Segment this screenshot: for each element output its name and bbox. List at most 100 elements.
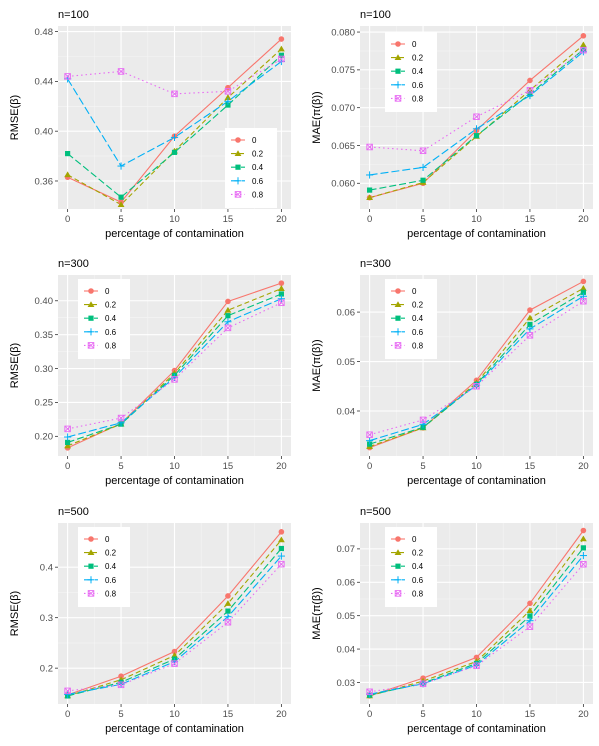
series-line-0.8: [67, 58, 282, 95]
y-tick-label: 0.48: [35, 27, 54, 38]
legend-key-marker: [234, 150, 242, 156]
series-points: [64, 36, 285, 208]
y-tick-label: 0.070: [331, 103, 355, 114]
data-point-0: [278, 36, 285, 42]
data-point-0: [580, 278, 587, 285]
data-point-0.8: [117, 681, 125, 689]
y-axis-title: RMSE(β): [9, 95, 21, 140]
y-tick-label: 0.04: [337, 644, 356, 655]
data-point-0.8: [473, 383, 480, 390]
legend-label: 0.4: [412, 562, 424, 571]
legend: 0 0.2 0.4 0.6 0.8: [78, 527, 130, 607]
legend-box: [385, 527, 437, 607]
data-point-0.2: [579, 41, 587, 48]
data-point-0.6: [64, 690, 72, 699]
data-point-0.8: [224, 88, 232, 95]
legend-label: 0.6: [412, 81, 424, 90]
data-point-0.6: [117, 162, 125, 170]
x-tick-label: 20: [578, 214, 589, 225]
data-point-0.8: [171, 376, 178, 383]
legend-key-marker: [87, 576, 95, 584]
y-tick-label: 0.05: [337, 611, 356, 622]
legend-box: [78, 527, 130, 607]
x-tick-label: 10: [471, 709, 482, 720]
series-points: [366, 527, 587, 699]
panel-title: n=500: [360, 506, 391, 518]
x-tick-label: 0: [367, 709, 372, 720]
x-tick-label: 10: [169, 709, 180, 720]
data-point-0.6: [224, 97, 232, 105]
data-point-0: [580, 33, 587, 39]
y-tick-label: 0.075: [331, 65, 355, 76]
data-point-0.6: [64, 433, 72, 441]
legend-key-marker: [394, 95, 402, 102]
data-point-0.8: [473, 662, 480, 670]
x-axis-title: percentage of contamination: [105, 723, 244, 735]
series-line-0.8: [369, 300, 584, 436]
data-point-0.6: [224, 318, 232, 326]
legend-key-marker: [394, 81, 402, 89]
data-point-0.2: [277, 285, 285, 291]
y-tick-label: 0.06: [337, 307, 356, 318]
legend-label: 0.2: [412, 301, 424, 310]
legend-label: 0.4: [105, 314, 117, 323]
data-point-0.8: [419, 147, 427, 155]
x-axis-title: percentage of contamination: [407, 723, 546, 735]
legend: 0 0.2 0.4 0.6 0.8: [385, 527, 437, 607]
data-point-0.4: [278, 291, 284, 297]
x-tick-label: 5: [420, 709, 425, 720]
legend-key-marker: [394, 301, 402, 307]
series-line-0.8: [67, 302, 282, 430]
legend-label: 0.6: [252, 177, 264, 186]
data-point-0.8: [419, 416, 427, 424]
x-tick-label: 15: [223, 214, 234, 225]
legend-label: 0.8: [105, 589, 117, 598]
legend-label: 0: [412, 535, 417, 544]
series-line-0.8: [369, 49, 584, 152]
x-tick-label: 5: [118, 461, 123, 472]
y-tick-label: 0.065: [331, 141, 355, 152]
y-tick-label: 0.3: [40, 613, 53, 624]
x-tick-label: 15: [525, 709, 536, 720]
legend-label: 0.2: [412, 54, 424, 63]
data-point-0: [118, 673, 124, 680]
y-axis-title: MAE(π(β)): [311, 587, 323, 639]
data-point-0.2: [277, 45, 285, 52]
data-point-0.4: [118, 194, 124, 200]
x-tick-label: 20: [578, 709, 589, 720]
data-point-0.2: [579, 535, 587, 542]
y-axis-title: MAE(π(β)): [311, 91, 323, 143]
y-tick-label: 0.06: [337, 578, 356, 589]
y-axis-title: RMSE(β): [9, 591, 21, 636]
series-points: [366, 278, 587, 451]
legend-key-marker: [394, 54, 402, 60]
data-point-0.6: [366, 171, 374, 179]
legend: 0 0.2 0.4 0.6 0.8: [78, 279, 130, 359]
data-point-0.8: [224, 324, 232, 332]
legend-label: 0.8: [412, 589, 424, 598]
y-axis-title: MAE(π(β)): [311, 339, 323, 391]
data-point-0.8: [366, 431, 373, 438]
legend-key-marker: [88, 315, 94, 321]
x-tick-label: 5: [420, 461, 425, 472]
x-tick-label: 0: [367, 214, 372, 225]
legend-key-marker: [394, 590, 402, 597]
legend-key-marker: [395, 288, 401, 294]
legend-key-marker: [395, 315, 401, 321]
legend-label: 0.2: [252, 150, 264, 159]
y-tick-label: 0.03: [337, 678, 356, 689]
data-point-0.2: [579, 284, 587, 291]
data-point-0.6: [579, 551, 587, 560]
y-tick-label: 0.07: [337, 544, 356, 555]
data-point-0.2: [224, 306, 232, 313]
y-tick-label: 0.080: [331, 27, 355, 38]
legend-key-marker: [395, 68, 401, 74]
x-tick-label: 20: [276, 214, 287, 225]
data-point-0.4: [527, 613, 533, 619]
legend-label: 0.4: [412, 67, 424, 76]
legend-key-marker: [88, 563, 94, 569]
y-tick-label: 0.05: [337, 357, 356, 368]
data-point-0: [527, 77, 533, 84]
